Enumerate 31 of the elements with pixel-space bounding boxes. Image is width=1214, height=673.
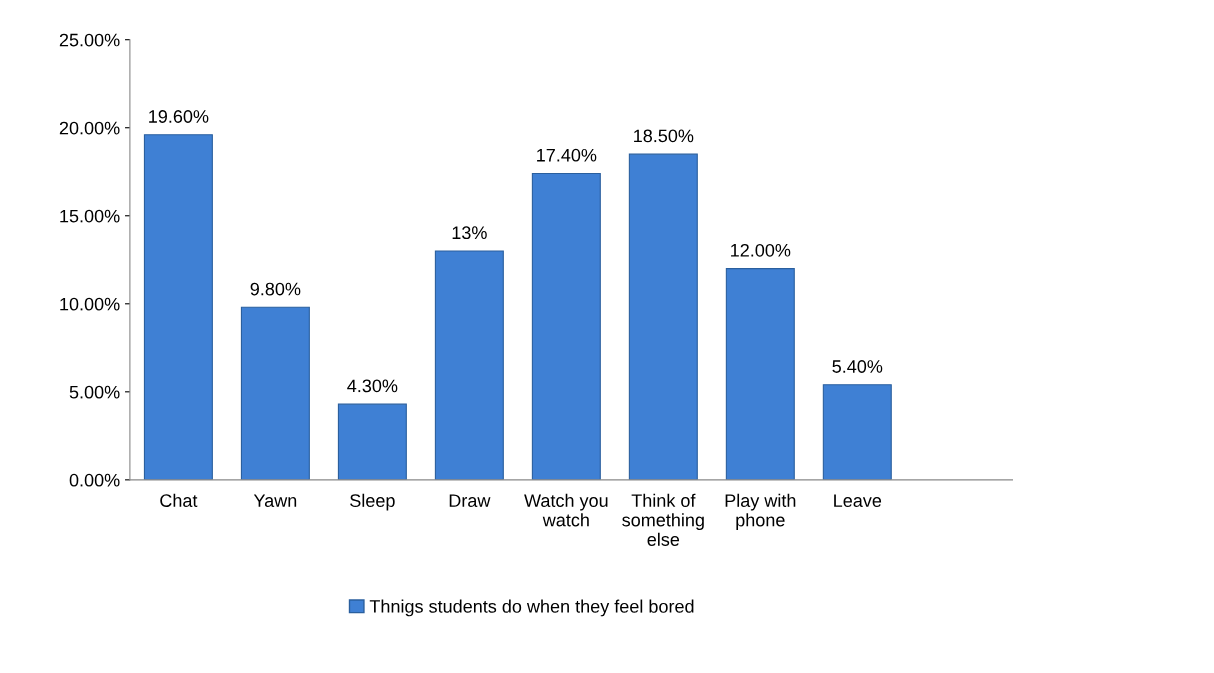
x-tick-label: Yawn <box>253 494 297 507</box>
text: 12.00% <box>731 243 791 257</box>
y-tick-label: 25.00% <box>59 33 120 47</box>
text: 17.40% <box>537 148 597 162</box>
y-tick-label: 10.00% <box>60 297 120 311</box>
x-tick-label: Sleep <box>350 493 395 511</box>
bar <box>337 403 407 480</box>
x-tick-label: Play with phone <box>725 493 796 531</box>
y-tick-label: 5.00% <box>69 385 120 399</box>
bar <box>531 172 601 480</box>
x-tick-label: Draw <box>449 494 491 507</box>
text: 19.60% <box>149 110 209 123</box>
x-tick-label: Watch you watch <box>524 493 608 527</box>
text: 4.30% <box>347 379 398 393</box>
bar <box>822 384 892 480</box>
text: 13% <box>452 226 487 240</box>
bar <box>434 250 504 480</box>
bar <box>628 153 698 480</box>
y-tick-label: 15.00% <box>60 209 120 223</box>
text: 5.40% <box>832 360 883 373</box>
x-tick-label: Chat <box>160 493 198 507</box>
x-tick-label: Think of something else <box>622 493 704 546</box>
bar <box>725 268 795 480</box>
bar <box>240 306 310 480</box>
y-tick-label: 20.00% <box>59 121 120 135</box>
legend-label: Thnigs students do when they feel bored <box>369 599 694 617</box>
x-tick-label: Leave <box>834 494 882 507</box>
text: 18.50% <box>634 129 694 143</box>
y-tick-label: 0.00% <box>69 473 120 487</box>
text: 9.80% <box>250 282 301 296</box>
bar <box>143 134 213 480</box>
